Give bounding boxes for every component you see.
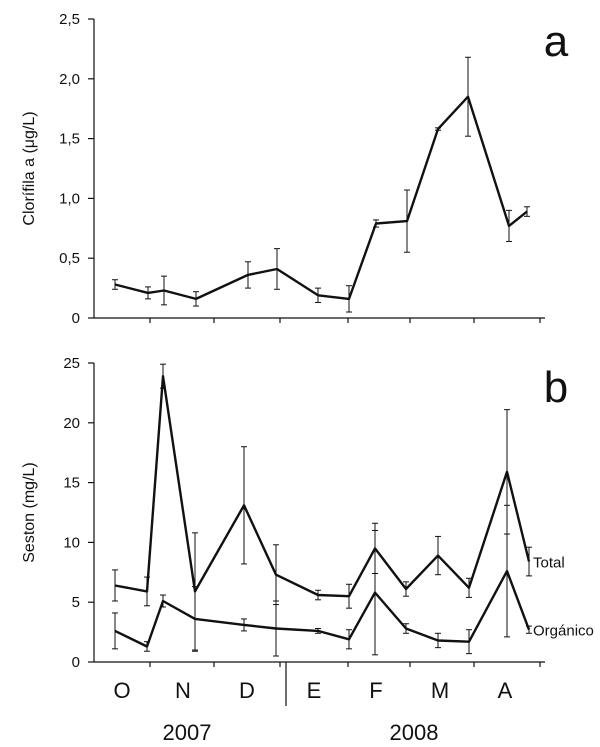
- panel-b-error-bar: [504, 504, 510, 638]
- panel-b-error-bar: [144, 576, 150, 607]
- panel-b-error-bar: [241, 618, 247, 632]
- panel-a-error-bar: [193, 291, 199, 307]
- month-label: A: [498, 678, 513, 703]
- month-label: M: [431, 678, 449, 703]
- panel-b: 0 5 10 15 20 25 Seston (mg/L) b Total Orgánico: [21, 355, 594, 671]
- panel-b-error-bar: [372, 529, 378, 656]
- year-label-2007: 2007: [163, 720, 212, 745]
- month-label: E: [307, 678, 322, 703]
- panel-b-error-bar: [112, 569, 118, 602]
- month-label: O: [113, 678, 130, 703]
- panel-a-error-bar: [404, 189, 410, 253]
- panel-a-error-bar: [506, 209, 512, 242]
- panel-b-y-tick-label: 0: [72, 654, 80, 671]
- panel-b-series-line-0: [114, 375, 531, 598]
- panel-b-series-line-1: [114, 569, 531, 648]
- panel-b-y-axis-label: Seston (mg/L): [21, 462, 38, 562]
- panel-a-error-bar: [245, 261, 251, 289]
- panel-b-error-bar: [160, 363, 166, 389]
- panel-a-error-bar: [373, 219, 379, 228]
- panel-b-error-bar: [526, 546, 532, 577]
- panel-b-error-bar: [346, 629, 352, 650]
- month-label: N: [175, 678, 191, 703]
- panel-b-error-bar: [435, 632, 441, 649]
- panel-a-error-bar: [145, 286, 151, 300]
- panel-a-letter: a: [544, 17, 569, 66]
- panel-b-error-bar: [160, 594, 166, 608]
- month-label: F: [369, 678, 382, 703]
- year-label-2008: 2008: [390, 720, 439, 745]
- panel-a-y-tick-label: 2,5: [59, 11, 80, 28]
- panel-a-series-line-0: [114, 95, 528, 301]
- panel-a-y-axis-label: Clorífila a (μg/L): [21, 111, 38, 225]
- panel-a-error-bar: [112, 279, 118, 290]
- x-axis-labels: O N D E F M A 2007 2008: [113, 662, 513, 745]
- panel-a-y-tick-label: 1,0: [59, 190, 80, 207]
- panel-b-error-bar: [435, 535, 441, 576]
- panel-b-error-bar: [526, 625, 532, 634]
- panel-b-error-bar: [403, 581, 409, 597]
- panel-b-y-tick-label: 20: [63, 415, 80, 432]
- panel-b-series-label: Total: [533, 555, 565, 572]
- panel-a-y-tick-label: 2,0: [59, 71, 80, 88]
- panel-a-y-tick-label: 0: [72, 310, 80, 327]
- panel-b-y-tick-label: 5: [72, 594, 80, 611]
- panel-b-error-bar: [112, 612, 118, 650]
- panel-b-y-tick-label: 25: [63, 355, 80, 372]
- panel-b-error-bar: [144, 641, 150, 652]
- panel-a: 0 0,5 1,0 1,5 2,0 2,5 Clorífila a (μg/L) a: [21, 11, 569, 327]
- panel-b-error-bar: [466, 629, 472, 655]
- panel-b-error-bar: [192, 586, 198, 652]
- month-label: D: [239, 678, 255, 703]
- panel-b-error-bar: [403, 623, 409, 634]
- panel-b-y-tick-label: 10: [63, 534, 80, 551]
- panel-a-error-bar: [315, 287, 321, 303]
- panel-b-y-tick-label: 15: [63, 475, 80, 492]
- panel-a-error-bar: [274, 248, 280, 290]
- panel-a-y-tick-label: 1,5: [59, 131, 80, 148]
- panel-a-error-bar: [346, 285, 352, 313]
- panel-b-letter: b: [544, 363, 568, 412]
- panel-a-error-bar: [161, 275, 167, 306]
- panel-b-error-bar: [241, 446, 247, 565]
- panel-b-series-label: Orgánico: [533, 623, 594, 640]
- panel-a-error-bar: [524, 206, 530, 217]
- panel-b-error-bar: [273, 600, 279, 657]
- panel-b-error-bar: [346, 583, 352, 609]
- panel-b-error-bar: [466, 577, 472, 598]
- panel-b-error-bar: [315, 589, 321, 601]
- panel-b-error-bar: [315, 628, 321, 634]
- panel-a-y-tick-label: 0,5: [59, 250, 80, 267]
- panel-a-error-bar: [435, 127, 441, 131]
- panel-a-error-bar: [465, 56, 471, 137]
